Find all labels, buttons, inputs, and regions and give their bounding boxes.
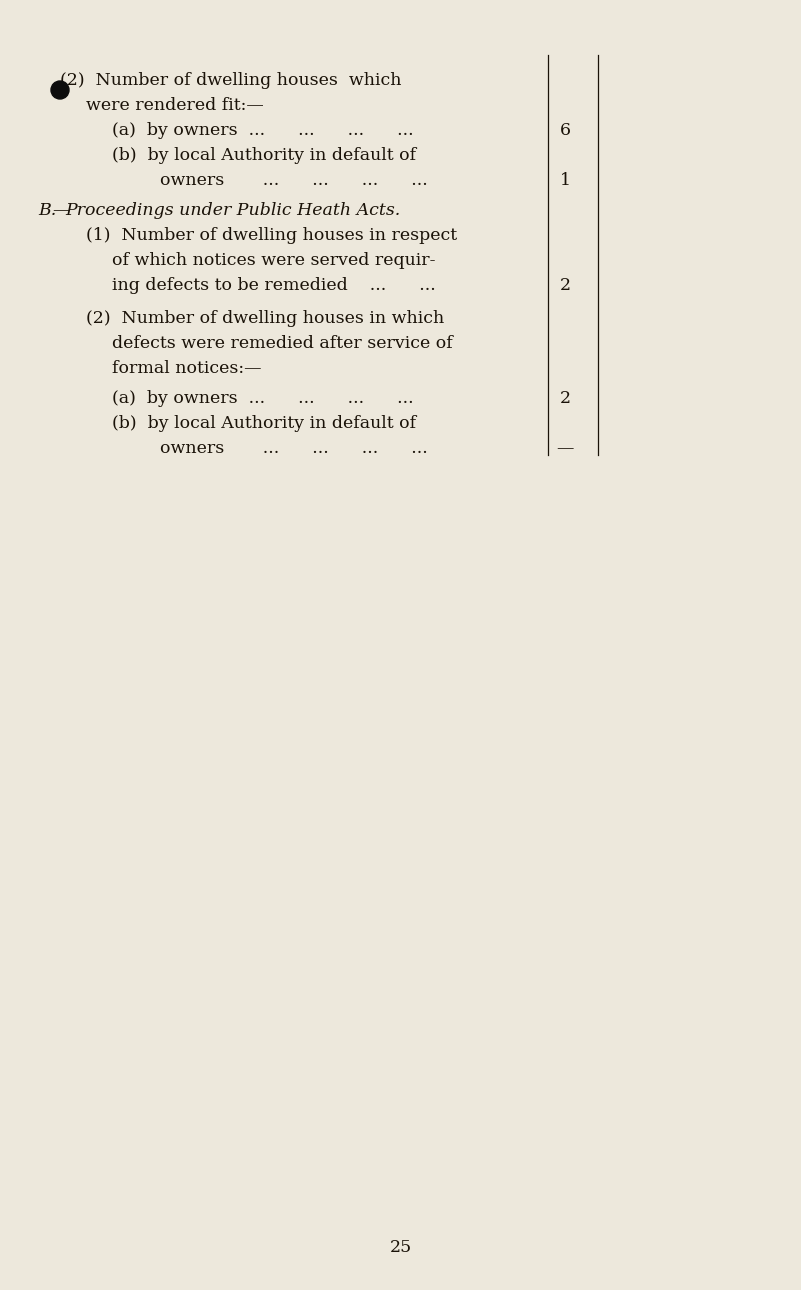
Text: 25: 25 [389,1240,412,1256]
Text: owners       ...      ...      ...      ...: owners ... ... ... ... [160,172,428,190]
Text: (2)  Number of dwelling houses in which: (2) Number of dwelling houses in which [86,310,445,326]
Text: —: — [52,203,70,219]
Text: (b)  by local Authority in default of: (b) by local Authority in default of [112,415,417,432]
Text: defects were remedied after service of: defects were remedied after service of [112,335,453,352]
Text: (a)  by owners  ...      ...      ...      ...: (a) by owners ... ... ... ... [112,390,413,408]
Text: owners       ...      ...      ...      ...: owners ... ... ... ... [160,440,428,457]
Text: of which notices were served requir-: of which notices were served requir- [112,252,436,270]
Text: 1: 1 [560,172,570,190]
Text: 6: 6 [560,123,570,139]
Text: 2: 2 [559,390,570,408]
Circle shape [51,81,69,99]
Text: Proceedings under Public Heath Acts.: Proceedings under Public Heath Acts. [65,203,400,219]
Text: (a)  by owners  ...      ...      ...      ...: (a) by owners ... ... ... ... [112,123,413,139]
Text: (1)  Number of dwelling houses in respect: (1) Number of dwelling houses in respect [86,227,457,244]
Text: were rendered fit:—: were rendered fit:— [86,97,264,114]
Text: B.: B. [38,203,56,219]
Text: formal notices:—: formal notices:— [112,360,261,377]
Text: —: — [557,440,574,457]
Text: (b)  by local Authority in default of: (b) by local Authority in default of [112,147,417,164]
Text: (2)  Number of dwelling houses  which: (2) Number of dwelling houses which [60,72,401,89]
Text: ing defects to be remedied    ...      ...: ing defects to be remedied ... ... [112,277,436,294]
Text: 2: 2 [559,277,570,294]
